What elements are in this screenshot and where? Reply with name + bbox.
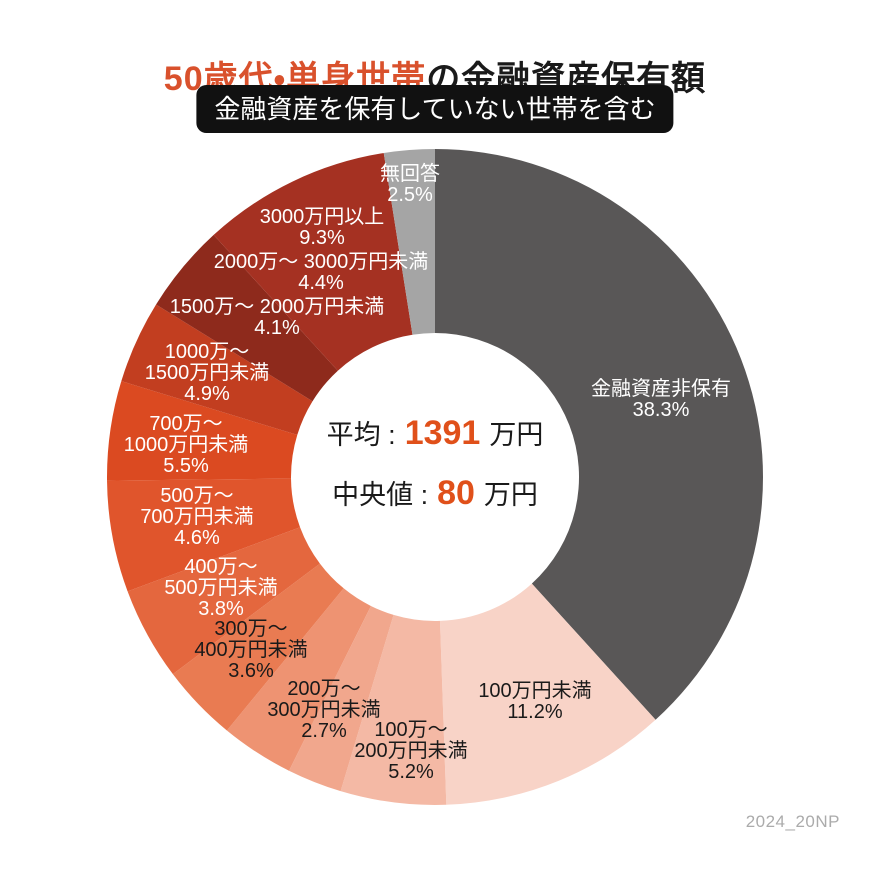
donut-segment-6 (127, 527, 320, 675)
donut-segment-12 (383, 149, 435, 335)
label-2m-3m: 200万～ 300万円未満 2.7% (267, 678, 381, 742)
subtitle-badge: 金融資産を保有していない世帯を含む (196, 85, 674, 133)
donut-segment-9 (121, 304, 313, 435)
label-5m-7m: 500万～ 700万円未満 4.6% (140, 485, 254, 549)
label-7m-10m: 700万～ 1000万円未満 5.5% (123, 413, 249, 477)
average-value: 1391 (404, 414, 481, 452)
donut-segment-3 (288, 605, 394, 792)
donut-segment-4 (226, 588, 371, 771)
donut-segment-0 (435, 149, 763, 720)
label-no-assets: 金融資産非保有 38.3% (591, 378, 731, 421)
median-value: 80 (437, 474, 475, 512)
median-stat: 中央値 : 80 万円 (332, 473, 538, 513)
donut-segment-7 (107, 478, 301, 592)
average-stat: 平均 : 1391 万円 (327, 413, 544, 453)
label-15m-20m: 1500万～ 2000万円未満 4.1% (169, 296, 385, 339)
donut-segment-11 (213, 153, 413, 371)
average-label: 平均 : (326, 420, 396, 450)
median-label: 中央値 : (332, 480, 429, 510)
label-no-answer: 無回答 2.5% (380, 163, 440, 206)
watermark: 2024_20NP (745, 812, 840, 831)
donut-segment-5 (172, 563, 344, 731)
donut-segment-10 (156, 234, 338, 402)
donut-segment-2 (340, 614, 447, 805)
label-20m-30m: 2000万～ 3000万円未満 4.4% (213, 251, 429, 294)
label-10m-15m: 1000万～ 1500万円未満 4.9% (144, 341, 270, 405)
label-under-1m: 100万円未満 11.2% (478, 680, 592, 723)
label-30m-plus: 3000万円以上 9.3% (259, 206, 385, 249)
label-3m-4m: 300万～ 400万円未満 3.6% (194, 618, 308, 682)
chart-center-stats: 平均 : 1391 万円 中央値 : 80 万円 (327, 413, 544, 513)
label-4m-5m: 400万～ 500万円未満 3.8% (164, 556, 278, 620)
donut-segment-8 (107, 381, 298, 481)
median-unit: 万円 (483, 480, 538, 510)
label-1m-2m: 100万～ 200万円未満 5.2% (354, 719, 468, 783)
donut-segment-1 (439, 583, 656, 805)
average-unit: 万円 (489, 420, 544, 450)
